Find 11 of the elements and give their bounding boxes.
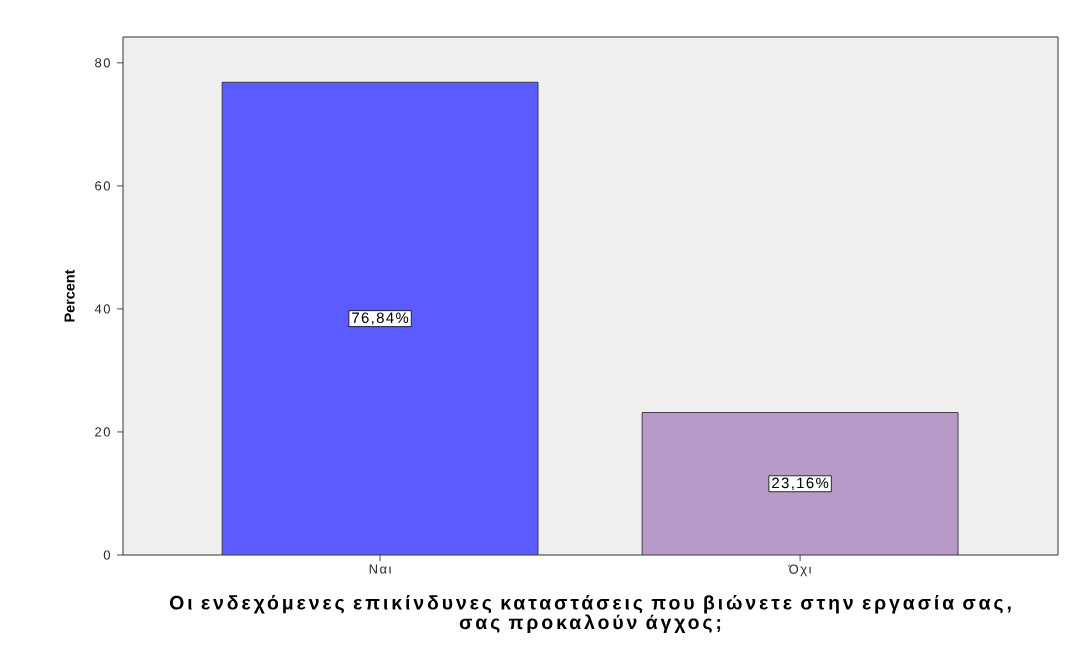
y-tick-label: 80	[95, 58, 110, 68]
data-label: 23,16%	[772, 477, 829, 490]
x-tick-label: Ναι	[369, 564, 392, 574]
y-tick-label: 20	[95, 427, 110, 437]
x-axis-title: Οι ενδεχόμενες επικίνδυνες καταστάσεις που βιώνετε στην εργασία σας, σας προκαλούν άγχος;	[169, 595, 1011, 634]
y-tick-label: 60	[95, 181, 110, 191]
y-axis-title: Percent	[64, 269, 75, 322]
y-tick-label: 40	[94, 304, 110, 314]
x-tick-label: Όχι	[788, 564, 812, 577]
data-label: 76,84%	[352, 312, 409, 325]
y-tick-label: 0	[103, 550, 110, 560]
